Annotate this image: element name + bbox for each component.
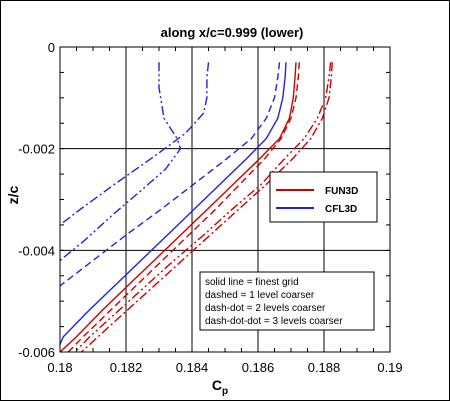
plot-border xyxy=(59,46,391,353)
series-lines xyxy=(59,62,333,353)
y-tick-label: -0.002 xyxy=(18,142,55,157)
series-line xyxy=(67,62,300,353)
note-line-3: dash-dot = 2 levels coarser xyxy=(205,303,326,314)
x-tick-label: 0.184 xyxy=(176,360,209,375)
legend-box xyxy=(269,171,378,223)
note-line-4: dash-dot-dot = 3 levels coarser xyxy=(205,316,343,327)
y-tick-labels: 0 -0.002 -0.004 -0.006 xyxy=(18,40,55,360)
series-line xyxy=(59,62,182,262)
x-tick-label: 0.188 xyxy=(308,360,341,375)
x-tick-label: 0.18 xyxy=(47,360,72,375)
y-tick-label: 0 xyxy=(48,40,55,55)
series-line xyxy=(81,62,333,353)
y-tick-label: -0.006 xyxy=(18,345,55,360)
series-line xyxy=(59,62,287,345)
y-tick-label: -0.004 xyxy=(18,243,55,258)
x-axis-label-subscript: p xyxy=(222,386,228,397)
x-tick-label: 0.19 xyxy=(377,360,402,375)
x-tick-labels: 0.18 0.182 0.184 0.186 0.188 0.19 xyxy=(47,360,402,375)
series-line xyxy=(74,62,332,353)
grid-lines xyxy=(59,46,391,353)
plot-area: 0.18 0.182 0.184 0.186 0.188 0.19 0 -0.002 -0.0… xyxy=(18,40,403,375)
series-line xyxy=(59,62,297,353)
x-axis-label: Cp xyxy=(212,377,228,397)
x-tick-label: 0.186 xyxy=(242,360,275,375)
legend: FUN3D CFL3D xyxy=(269,171,378,223)
note-line-1: solid line = finest grid xyxy=(205,277,299,288)
note-line-2: dashed = 1 level coarser xyxy=(205,290,315,301)
series-line xyxy=(59,62,210,226)
legend-label-fun3d: FUN3D xyxy=(325,186,358,197)
chart-title: along x/c=0.999 (lower) xyxy=(161,25,304,40)
x-tick-label: 0.182 xyxy=(110,360,143,375)
line-style-note: solid line = finest grid dashed = 1 leve… xyxy=(199,271,375,331)
note-box xyxy=(199,271,375,331)
series-line xyxy=(59,62,281,287)
y-axis-label: z/c xyxy=(5,185,21,204)
legend-label-cfl3d: CFL3D xyxy=(325,204,357,215)
